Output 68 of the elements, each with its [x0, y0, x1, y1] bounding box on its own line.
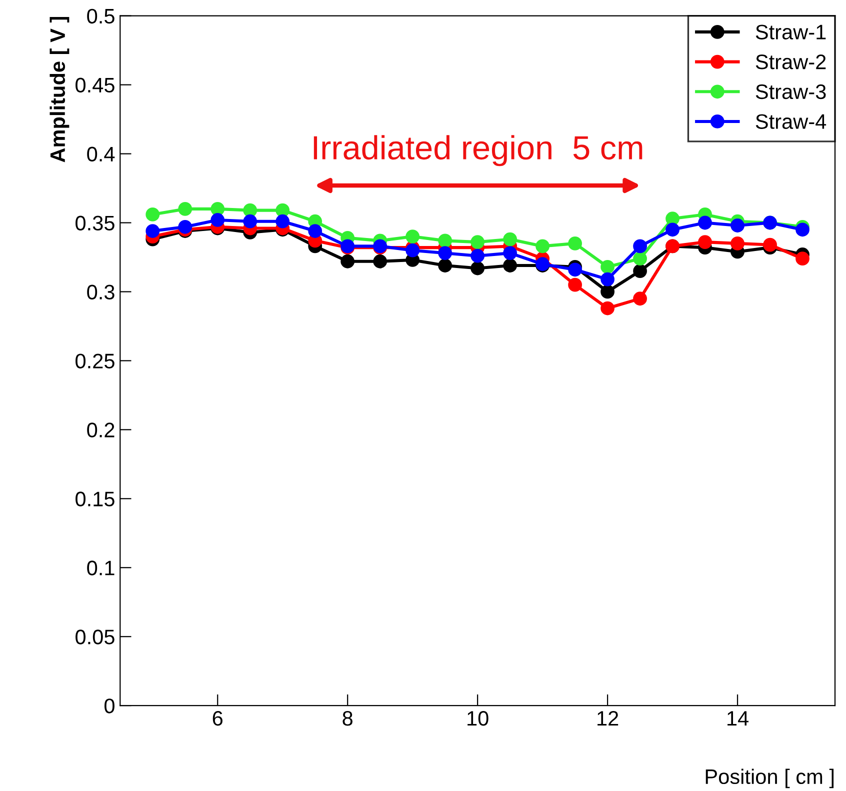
point — [406, 230, 420, 244]
x-tick-label: 10 — [468, 710, 488, 726]
y-tick-label: 0.3 — [87, 284, 114, 300]
x-tick-label: 6 — [212, 710, 222, 726]
point — [503, 232, 518, 246]
y-tick-label: 0.05 — [76, 630, 114, 644]
y-tick-label: 0.15 — [76, 492, 114, 506]
point — [243, 203, 258, 218]
y-tick-label: 0.25 — [76, 354, 114, 368]
y-tick-label: 0.1 — [87, 560, 114, 576]
point — [568, 262, 582, 277]
point — [276, 214, 290, 228]
point — [308, 224, 322, 238]
point — [666, 222, 680, 237]
legend-label: Straw-3 — [756, 84, 826, 100]
point — [438, 246, 452, 260]
point — [698, 216, 712, 230]
point — [503, 258, 518, 272]
point — [730, 218, 744, 232]
point — [340, 254, 355, 268]
point — [146, 224, 160, 238]
y-tick-label: 0.45 — [76, 78, 114, 93]
point — [470, 248, 485, 263]
point — [276, 203, 290, 218]
point — [730, 236, 744, 250]
point — [568, 278, 582, 292]
x-tick-label: 14 — [728, 711, 748, 726]
point — [373, 254, 388, 268]
y-axis-title: Amplitude [ V ] — [50, 16, 70, 162]
point — [406, 243, 420, 258]
x-tick-label: 8 — [342, 710, 352, 726]
point — [633, 252, 647, 266]
y-tick-label: 0.2 — [87, 422, 114, 438]
point — [600, 284, 614, 299]
point — [146, 208, 160, 222]
point — [600, 301, 614, 316]
legend-label: Straw-2 — [756, 54, 826, 70]
x-axis-title: Position [ cm ] — [706, 768, 834, 788]
y-tick-label: 0.5 — [87, 8, 114, 24]
point — [470, 235, 485, 250]
point — [796, 222, 810, 237]
point — [600, 260, 614, 274]
point — [666, 212, 680, 226]
point — [763, 238, 777, 252]
point — [600, 272, 614, 286]
legend-label: Straw-4 — [756, 114, 826, 129]
point — [243, 214, 258, 228]
point — [210, 213, 225, 227]
point — [796, 252, 810, 266]
point — [503, 246, 518, 260]
point — [210, 202, 225, 216]
point — [568, 236, 582, 250]
point — [698, 235, 712, 250]
point — [633, 292, 647, 306]
point — [178, 220, 192, 234]
y-tick-label: 0 — [104, 698, 114, 714]
annotation: Irradiated region 5 cm — [314, 135, 642, 166]
x-tick-label: 12 — [598, 710, 618, 726]
point — [536, 239, 550, 254]
point — [178, 202, 192, 216]
y-tick-label: 0.35 — [76, 216, 114, 230]
point — [470, 261, 485, 276]
point — [633, 239, 647, 254]
legend-label: Straw-1 — [756, 24, 826, 40]
point — [633, 264, 647, 278]
point — [438, 234, 452, 248]
y-tick-label: 0.4 — [87, 146, 115, 162]
point — [438, 258, 452, 272]
